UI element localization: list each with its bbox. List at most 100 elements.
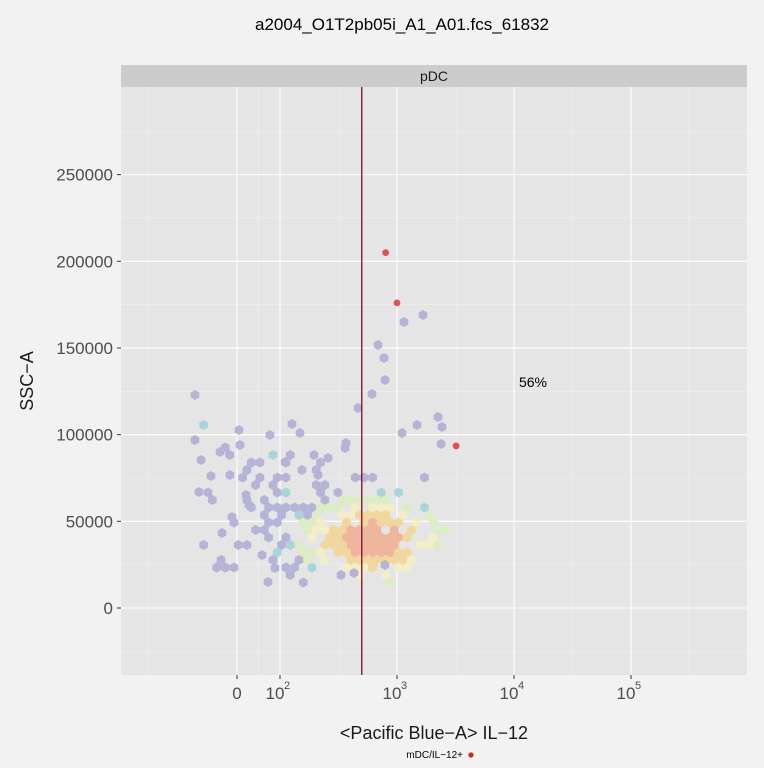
hexbin-cell [333, 502, 343, 513]
hexbin-cell [428, 517, 438, 528]
hexbin-cell [244, 500, 254, 510]
hexbin-cell [346, 555, 356, 565]
facet-strip-label: pDC [420, 68, 448, 84]
hexbin-cell [298, 577, 308, 588]
hexbin-cell [372, 495, 382, 505]
hexbin-cell [190, 390, 200, 400]
population-point [393, 299, 401, 307]
hexbin-cell [227, 512, 237, 522]
hexbin-cell [412, 420, 422, 430]
y-axis: 0 50000 100000 150000 200000 250000 [56, 166, 121, 618]
hexbin-cell [190, 435, 200, 445]
hexbin-cell [268, 555, 278, 565]
y-tick-label: 100000 [56, 426, 113, 445]
hexbin-cell [324, 532, 334, 543]
hexbin-cell [372, 540, 382, 550]
hexbin-cell [280, 457, 290, 467]
hexbin-cell [385, 517, 395, 528]
hexbin-cell [372, 510, 382, 520]
hexbin-cell [342, 532, 351, 543]
x-tick-exponent: 5 [635, 680, 641, 692]
hexbin-cell [307, 502, 317, 513]
hexbin-cell [264, 517, 273, 528]
hexbin-cell [428, 532, 438, 543]
hexbin-cell [257, 550, 267, 560]
hexbin-cell [320, 480, 330, 490]
hexbin-cell [372, 555, 382, 565]
x-tick-label: 10 [383, 684, 402, 703]
hexbin-cell [433, 412, 443, 422]
hexbin-cell [303, 510, 312, 520]
hexbin-cell [285, 450, 295, 460]
hexbin-cell [411, 517, 421, 528]
hexbin-cell [415, 540, 425, 550]
hexbin-cell [285, 540, 295, 550]
hexbin-cell [441, 525, 451, 535]
hexbin-cell [206, 471, 216, 481]
hexbin-cell [324, 502, 334, 513]
x-tick-exponent: 4 [518, 680, 524, 692]
hexbin-cell [342, 517, 351, 528]
y-tick-label: 250000 [56, 166, 113, 185]
hexbin-cell [281, 562, 291, 573]
x-tick-exponent: 2 [284, 680, 290, 692]
hexbin-cell [307, 547, 317, 558]
hexbin-cell [381, 570, 390, 580]
hexbin-cell [368, 547, 377, 558]
hexbin-cell [368, 562, 377, 573]
y-axis-label: SSC−A [17, 351, 37, 411]
hexbin-cell [407, 525, 416, 535]
hexbin-cell [229, 562, 239, 573]
plot-panel [121, 87, 747, 675]
hexbin-cell [242, 465, 252, 475]
hexbin-cell [342, 562, 351, 573]
hexbin-cell [255, 472, 265, 483]
hexbin-cell [346, 495, 356, 505]
hexbin-cell [208, 495, 217, 505]
hexbin-cell [309, 450, 319, 460]
hexbin-cell [238, 472, 247, 483]
gate-percentage: 56% [519, 374, 547, 390]
hexbin-cell [307, 562, 317, 573]
hexbin-cell [394, 547, 403, 558]
hexbin-cell [424, 540, 434, 550]
hexbin-cell [363, 495, 373, 505]
hexbin-cell [217, 528, 227, 538]
hexbin-cell [216, 555, 226, 565]
hexbin-cell [260, 510, 269, 520]
hexbin-cell [350, 472, 360, 483]
hexbin-cell [194, 487, 204, 497]
hexbin-cell [424, 510, 434, 520]
x-tick-label: 0 [232, 684, 241, 703]
hexbin-cell [316, 487, 325, 498]
x-tick-label: 10 [617, 684, 636, 703]
hexbin-cell [350, 547, 360, 558]
hexbin-cell [307, 517, 317, 528]
hexbin-cell [196, 455, 206, 465]
hexbin-cell [399, 317, 409, 327]
hexbin-cell [225, 450, 234, 460]
hexbin-cell [394, 487, 403, 498]
hexbin-cell [385, 502, 395, 513]
hexbin-cell [313, 470, 323, 480]
hexbin-cell [367, 389, 377, 399]
hexbin-cell [381, 540, 390, 550]
facet-strip [121, 65, 747, 87]
hexbin-cell [329, 525, 338, 535]
hexbin-cell [353, 403, 363, 413]
hexbin-cell [215, 447, 225, 457]
hexbin-cell [350, 502, 360, 513]
hexbin-cell [398, 555, 408, 565]
hexbin-cell [376, 517, 386, 528]
x-tick-exponent: 3 [401, 680, 407, 692]
hexbin-cell [389, 555, 399, 565]
x-tick-label: 10 [266, 684, 285, 703]
hexbin-cell [277, 510, 286, 520]
hexbin-cell [368, 532, 377, 543]
hexbin-cell [251, 525, 260, 535]
hexbin-cell [418, 310, 428, 320]
hexbin-cell [260, 525, 269, 535]
hexbin-cell [380, 560, 390, 570]
hexbin-cell [346, 525, 356, 535]
hexbin-cell [437, 422, 447, 432]
